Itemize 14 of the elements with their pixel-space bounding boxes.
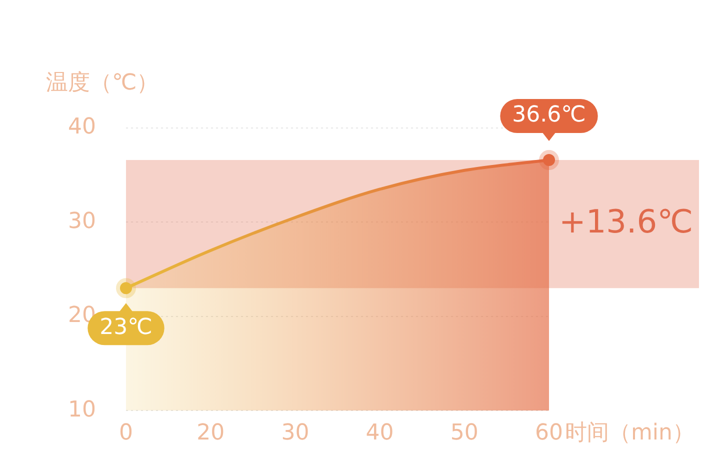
x-tick-label: 40 xyxy=(366,420,394,446)
x-tick-label: 0 xyxy=(118,420,133,446)
x-tick-label: 60 xyxy=(535,420,563,446)
x-tick-label: 30 xyxy=(281,420,310,446)
data-label: 23℃ xyxy=(100,314,152,340)
y-axis-title: 温度（℃） xyxy=(46,70,159,96)
x-tick-label: 50 xyxy=(450,420,478,446)
data-label: 36.6℃ xyxy=(512,102,586,128)
x-tick-label: 20 xyxy=(196,420,225,446)
y-tick-label: 10 xyxy=(68,397,96,422)
band-label: +13.6℃ xyxy=(559,202,693,240)
y-tick-label: 30 xyxy=(68,208,96,234)
x-axis-title: 时间（min） xyxy=(565,420,694,446)
y-tick-label: 40 xyxy=(68,114,96,140)
